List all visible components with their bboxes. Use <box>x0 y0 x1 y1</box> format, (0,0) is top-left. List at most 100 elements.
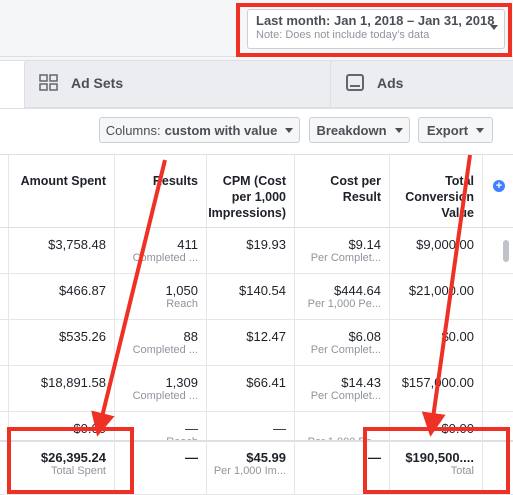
cell-sub: Per Complet... <box>310 390 381 402</box>
cell-sub: Completed ... <box>132 390 198 402</box>
arrow <box>91 159 167 437</box>
cell: $18,891.58 <box>8 366 115 412</box>
cell-value: 1,309 <box>165 375 198 390</box>
columns-label: Columns: <box>105 122 161 138</box>
cell: $3,758.48 <box>8 228 115 274</box>
column-header: Amount Spent <box>8 155 115 228</box>
highlight-box <box>363 427 510 494</box>
date-note: Note: Does not include today's data <box>256 29 430 41</box>
caret <box>490 25 498 30</box>
cell-value: — <box>185 450 198 465</box>
highlight-box <box>7 427 134 494</box>
export-button[interactable]: Export <box>418 117 493 143</box>
breakdown-label: Breakdown <box>316 122 387 138</box>
date-label: Last month: Jan 1, 2018 – Jan 31, 2018 <box>256 13 495 28</box>
cell-value: $466.87 <box>59 283 106 298</box>
breakdown-button[interactable]: Breakdown <box>309 117 410 143</box>
cell: — <box>207 412 295 458</box>
arrow <box>421 154 472 437</box>
cell: $14.43 Per Complet... <box>295 366 390 412</box>
cell-value: — <box>273 421 286 436</box>
cell-value: $140.54 <box>239 283 286 298</box>
cell: $140.54 <box>207 274 295 320</box>
column-header: Results <box>115 155 207 228</box>
cell-value: $535.26 <box>59 329 106 344</box>
cell: 411 Completed ... <box>115 228 207 274</box>
cell-value: $66.41 <box>246 375 286 390</box>
cell: — <box>115 441 207 495</box>
cell-sub: Total Spent <box>50 465 106 477</box>
cell-sub: Total <box>450 465 474 477</box>
caret <box>476 127 485 133</box>
cell-sub: Per 1,000 Im... <box>213 465 286 477</box>
caret <box>285 127 294 133</box>
add-column[interactable]: + <box>493 180 505 192</box>
header-text: Cost per Result <box>330 174 381 204</box>
table: Amount Spent Results CPM (Cost per 1,000 I… <box>0 155 513 495</box>
cell-value: $18,891.58 <box>40 375 106 390</box>
cell-value: 88 <box>183 329 198 344</box>
column-header: Cost per Result <box>295 155 390 228</box>
cell-value: $19.93 <box>246 237 286 252</box>
row <box>0 228 513 274</box>
tab-label: Ads <box>377 75 404 91</box>
cell-value: $21,000.00 <box>408 283 474 298</box>
cell-value: 411 <box>177 237 198 252</box>
cell-value: $0.00 <box>441 329 474 344</box>
cell: $535.26 <box>8 320 115 366</box>
cell-value: $12.47 <box>246 329 286 344</box>
cell: $19.93 <box>207 228 295 274</box>
cell: $66.41 <box>207 366 295 412</box>
cell-value: $14.43 <box>341 375 381 390</box>
header-row <box>0 155 513 228</box>
column-header: CPM (Cost per 1,000 Impressions) <box>207 155 295 228</box>
cell: $26,395.24 Total Spent <box>8 441 115 495</box>
cell: $6.08 Per Complet... <box>295 320 390 366</box>
cell: $21,000.00 <box>390 274 483 320</box>
cell: $9.14 Per Complet... <box>295 228 390 274</box>
highlight-box <box>236 3 512 57</box>
cell-value: $9.14 <box>348 237 381 252</box>
header-text: Amount Spent <box>20 174 106 188</box>
cell-value: $26,395.24 <box>40 450 106 465</box>
cell-sub: Completed ... <box>132 252 198 264</box>
cell: — <box>295 441 390 495</box>
cell: $190,500.... Total <box>390 441 483 495</box>
cell-value: $3,758.48 <box>48 237 106 252</box>
cell-value: $6.08 <box>348 329 381 344</box>
cell-sub: Completed ... <box>132 344 198 356</box>
header-text: Results <box>152 174 198 188</box>
cell: $0.00 <box>390 320 483 366</box>
columns-button[interactable]: Columns: custom with value <box>99 117 300 143</box>
tab-ad-sets[interactable]: Ad Sets <box>24 60 334 108</box>
cell: $444.64 Per 1,000 Pe... <box>295 274 390 320</box>
row <box>0 320 513 366</box>
ads-icon <box>346 74 364 91</box>
cell: 1,309 Completed ... <box>115 366 207 412</box>
column-header: Total Conversion Value <box>390 155 483 228</box>
tab-ads[interactable]: Ads <box>330 60 513 108</box>
cell: $45.99 Per 1,000 Im... <box>207 441 295 495</box>
export-label: Export <box>426 122 469 138</box>
columns-value: custom with value <box>164 122 278 138</box>
scrollbar <box>503 240 509 262</box>
cell-sub: Per Complet... <box>310 252 381 264</box>
header-text: Total Conversion Value <box>405 174 474 220</box>
cell: 1,050 Reach <box>115 274 207 320</box>
cell: 88 Completed ... <box>115 320 207 366</box>
date-picker[interactable]: Last month: Jan 1, 2018 – Jan 31, 2018 N… <box>247 9 505 49</box>
cell-value: $190,500.... <box>405 450 474 465</box>
row <box>0 366 513 412</box>
row <box>0 274 513 320</box>
header-text: CPM (Cost per 1,000 Impressions) <box>208 174 286 220</box>
caret <box>394 127 403 133</box>
cell-value: $444.64 <box>334 283 381 298</box>
ad-sets-icon <box>39 74 58 91</box>
cell-sub: Per Complet... <box>310 344 381 356</box>
cell-value: — <box>185 421 198 436</box>
cell-value: — <box>368 450 381 465</box>
cell: $12.47 <box>207 320 295 366</box>
cell-value: $45.99 <box>246 450 286 465</box>
